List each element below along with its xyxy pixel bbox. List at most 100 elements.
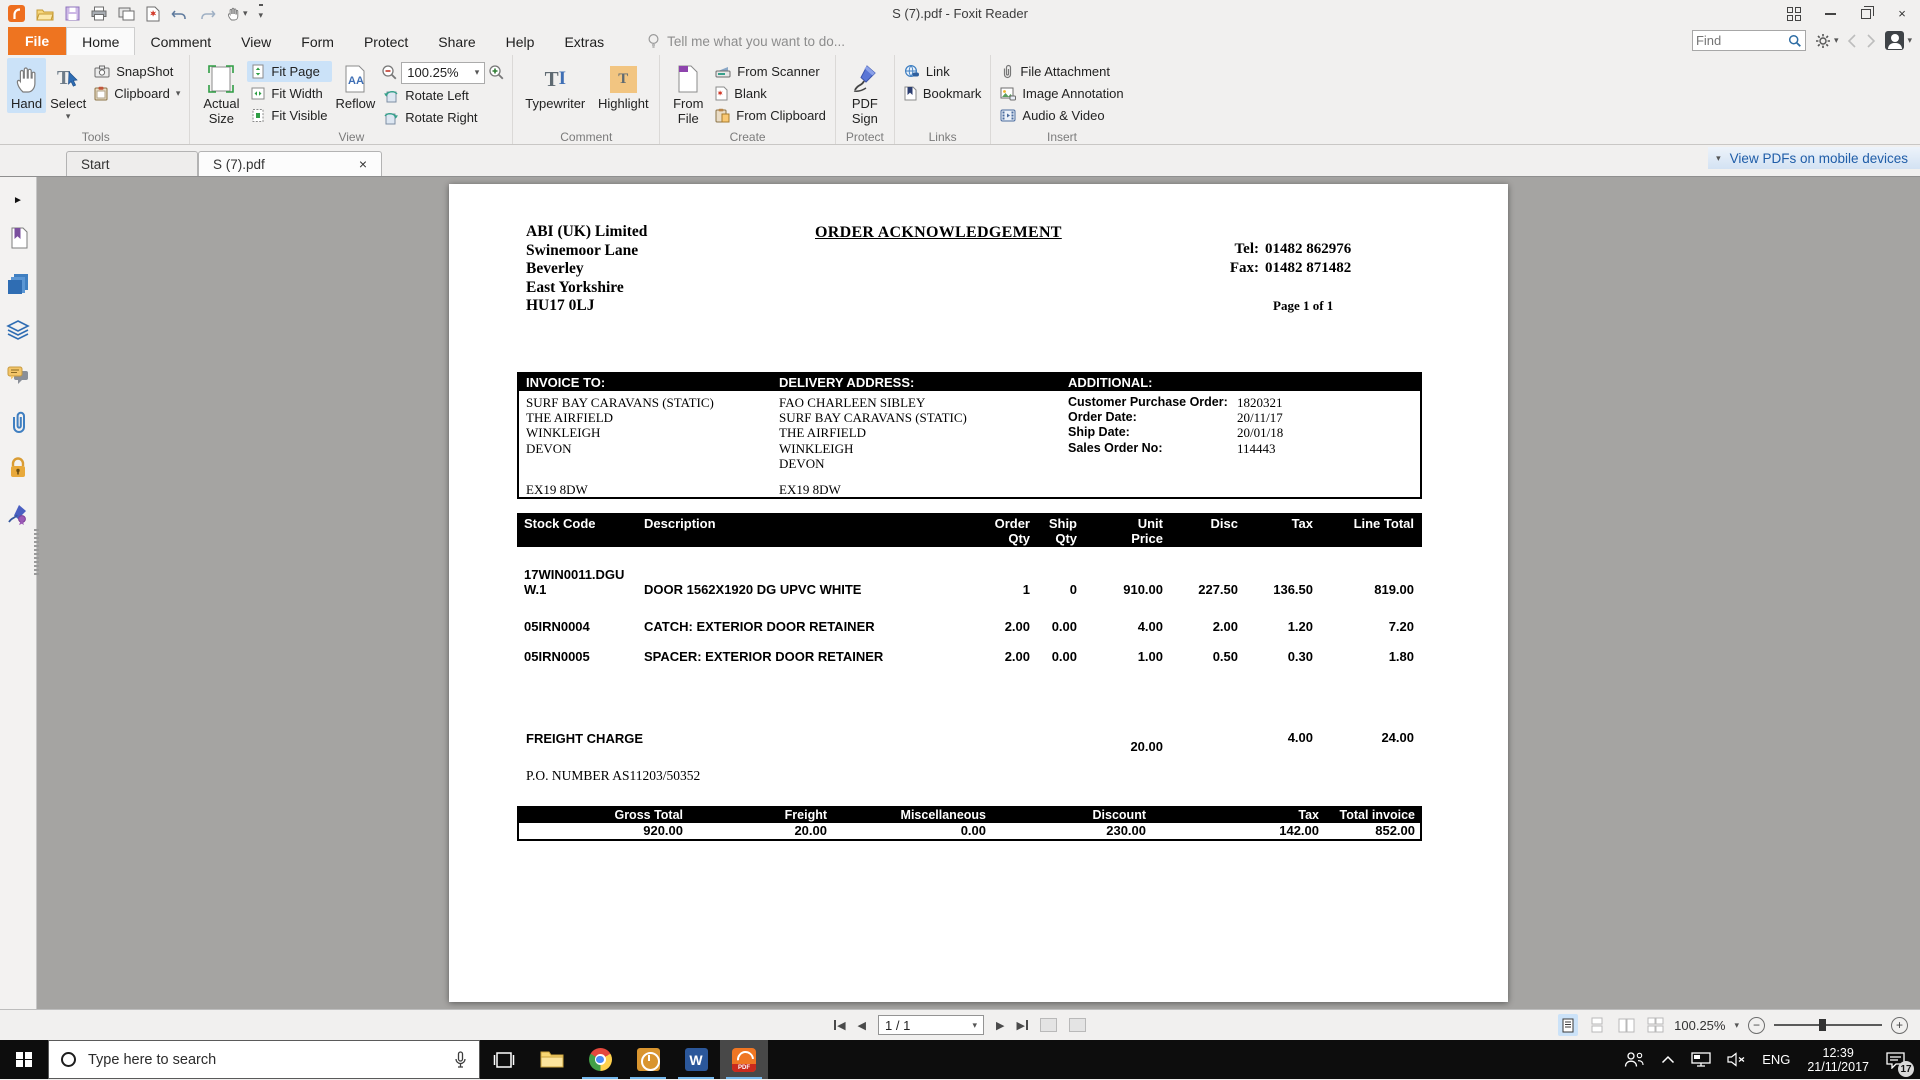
- tab-protect[interactable]: Protect: [349, 27, 423, 55]
- zoom-level-combo[interactable]: 100.25% ▾: [401, 62, 485, 84]
- restore-button[interactable]: [1848, 2, 1884, 26]
- rotate-right-button[interactable]: Rotate Right: [379, 107, 507, 128]
- find-box[interactable]: [1692, 30, 1806, 51]
- previous-page-button[interactable]: ◀: [858, 1019, 866, 1032]
- fit-visible-button[interactable]: Fit Visible: [247, 105, 331, 126]
- undo-icon[interactable]: [171, 4, 188, 24]
- single-page-view-icon[interactable]: [1558, 1014, 1578, 1036]
- link-button[interactable]: Link: [900, 61, 986, 82]
- from-scanner-button[interactable]: From Scanner: [711, 61, 830, 82]
- layout-switch-icon[interactable]: [1776, 2, 1812, 26]
- from-file-button[interactable]: From File: [665, 58, 711, 128]
- foxit-reader-button[interactable]: PDF: [720, 1040, 768, 1079]
- foxit-logo-icon[interactable]: [8, 4, 25, 24]
- show-hidden-icons-chevron[interactable]: [1653, 1040, 1683, 1079]
- tab-share[interactable]: Share: [423, 27, 490, 55]
- typewriter-button[interactable]: TI Typewriter: [518, 58, 592, 113]
- file-explorer-button[interactable]: [528, 1040, 576, 1079]
- first-page-button[interactable]: ◀: [834, 1019, 845, 1032]
- task-view-button[interactable]: [480, 1040, 528, 1079]
- layers-panel-icon[interactable]: [0, 307, 36, 353]
- tab-extras[interactable]: Extras: [549, 27, 619, 55]
- settings-gear-icon[interactable]: ▾: [1815, 33, 1839, 49]
- rotate-left-button[interactable]: Rotate Left: [379, 85, 507, 106]
- people-icon[interactable]: [1615, 1040, 1653, 1079]
- highlight-button[interactable]: T Highlight: [592, 58, 654, 113]
- actual-size-button[interactable]: Actual Size: [195, 58, 247, 128]
- security-panel-icon[interactable]: [0, 445, 36, 491]
- network-icon[interactable]: [1683, 1040, 1719, 1079]
- customize-toolbar-icon[interactable]: ▾: [259, 4, 264, 24]
- fit-width-button[interactable]: Fit Width: [247, 83, 331, 104]
- select-tool-button[interactable]: T Select ▾: [46, 58, 90, 122]
- close-tab-icon[interactable]: ×: [359, 156, 367, 172]
- account-menu[interactable]: ▾: [1885, 31, 1912, 50]
- zoom-slider[interactable]: [1774, 1024, 1882, 1026]
- expand-panel-icon[interactable]: ►: [0, 185, 36, 215]
- image-annotation-button[interactable]: Image Annotation: [996, 83, 1127, 104]
- reflow-button[interactable]: AA Reflow: [332, 58, 380, 113]
- tab-start-page[interactable]: Start: [66, 151, 198, 176]
- facing-view-icon[interactable]: [1616, 1014, 1636, 1036]
- search-icon[interactable]: [1788, 34, 1802, 48]
- document-canvas[interactable]: ABI (UK) LimitedSwinemoor Lane Beverley …: [37, 177, 1920, 1009]
- continuous-view-icon[interactable]: [1587, 1014, 1607, 1036]
- tab-form[interactable]: Form: [286, 27, 349, 55]
- from-clipboard-button[interactable]: From Clipboard: [711, 105, 830, 126]
- zoom-percent-label[interactable]: 100.25%: [1674, 1018, 1725, 1033]
- page-number-combo[interactable]: 1 / 1 ▾: [878, 1015, 984, 1035]
- language-indicator[interactable]: ENG: [1754, 1040, 1798, 1079]
- clock[interactable]: 12:3921/11/2017: [1798, 1046, 1878, 1074]
- pdf-sign-button[interactable]: PDF Sign: [841, 58, 889, 128]
- bookmarks-panel-icon[interactable]: [0, 215, 36, 261]
- fit-page-button[interactable]: Fit Page: [247, 61, 331, 82]
- digital-signatures-panel-icon[interactable]: [0, 491, 36, 537]
- close-button[interactable]: ×: [1884, 2, 1920, 26]
- continuous-facing-view-icon[interactable]: [1645, 1014, 1665, 1036]
- find-input[interactable]: [1696, 33, 1788, 48]
- comments-panel-icon[interactable]: [0, 353, 36, 399]
- audio-video-button[interactable]: Audio & Video: [996, 105, 1127, 126]
- clipboard-button[interactable]: Clipboard ▾: [90, 83, 184, 104]
- zoom-out-button[interactable]: −: [1748, 1017, 1765, 1034]
- word-button[interactable]: W: [672, 1040, 720, 1079]
- file-attachment-button[interactable]: File Attachment: [996, 61, 1127, 82]
- save-icon[interactable]: [65, 4, 80, 24]
- action-center-icon[interactable]: 17: [1878, 1040, 1914, 1079]
- tab-file[interactable]: File: [8, 27, 66, 55]
- tab-active-document[interactable]: S (7).pdf ×: [198, 151, 382, 176]
- create-pdf-icon[interactable]: [146, 4, 160, 24]
- zoom-in-icon[interactable]: [488, 64, 505, 81]
- mobile-devices-banner[interactable]: ▾ View PDFs on mobile devices: [1708, 147, 1920, 169]
- outlook-button[interactable]: [624, 1040, 672, 1079]
- attachments-panel-icon[interactable]: [0, 399, 36, 445]
- blank-document-button[interactable]: Blank: [711, 83, 830, 104]
- hand-tool-button[interactable]: Hand: [7, 58, 46, 113]
- snapshot-button[interactable]: SnapShot: [90, 61, 184, 82]
- zoom-out-icon[interactable]: [381, 64, 398, 81]
- microphone-icon[interactable]: [454, 1051, 467, 1069]
- zoom-in-button[interactable]: +: [1891, 1017, 1908, 1034]
- print-icon[interactable]: [91, 4, 107, 24]
- bookmark-button[interactable]: Bookmark: [900, 83, 986, 104]
- last-page-button[interactable]: ▶: [1016, 1019, 1027, 1032]
- print-current-icon[interactable]: [118, 4, 135, 24]
- start-button[interactable]: [0, 1040, 48, 1079]
- volume-muted-icon[interactable]: [1719, 1040, 1754, 1079]
- tab-help[interactable]: Help: [491, 27, 550, 55]
- taskbar-search-box[interactable]: Type here to search: [48, 1040, 480, 1079]
- chevron-down-icon[interactable]: ▾: [1734, 1021, 1739, 1030]
- tab-home[interactable]: Home: [66, 27, 135, 55]
- next-page-button[interactable]: ▶: [996, 1019, 1004, 1032]
- pages-panel-icon[interactable]: [0, 261, 36, 307]
- tell-me-box[interactable]: Tell me what you want to do...: [647, 27, 845, 55]
- redo-icon[interactable]: [199, 4, 216, 24]
- hand-tool-quick-icon[interactable]: ▾: [227, 4, 248, 24]
- minimize-button[interactable]: [1812, 2, 1848, 26]
- chrome-button[interactable]: [576, 1040, 624, 1079]
- panel-splitter-grip[interactable]: [34, 529, 39, 575]
- zoom-slider-handle[interactable]: [1819, 1019, 1826, 1031]
- open-file-icon[interactable]: [36, 4, 54, 24]
- tab-comment[interactable]: Comment: [135, 27, 226, 55]
- tab-view[interactable]: View: [226, 27, 286, 55]
